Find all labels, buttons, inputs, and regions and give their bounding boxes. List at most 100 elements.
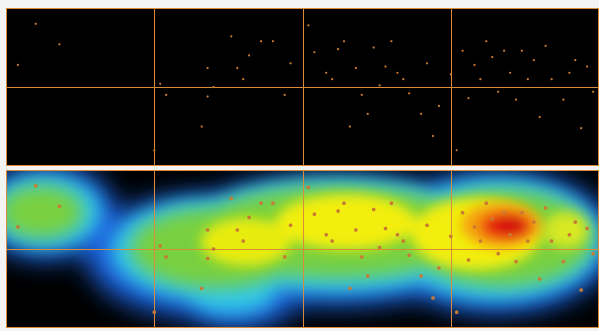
point-marker: [165, 93, 168, 96]
point-marker: [57, 204, 62, 209]
point-marker: [158, 244, 162, 248]
point-marker: [313, 51, 316, 54]
point-marker: [550, 78, 553, 81]
point-marker: [271, 40, 274, 43]
point-marker: [508, 233, 512, 237]
point-marker: [509, 71, 512, 74]
point-marker: [372, 46, 375, 49]
point-marker: [502, 210, 506, 215]
point-marker: [473, 63, 476, 66]
point-marker: [33, 184, 38, 188]
point-marker: [460, 210, 465, 215]
point-marker: [561, 259, 566, 264]
point-marker: [396, 71, 399, 74]
point-marker: [366, 112, 369, 115]
point-marker: [283, 93, 286, 96]
point-marker: [449, 73, 452, 76]
point-marker: [242, 78, 245, 81]
heatmap-panel: [6, 170, 599, 328]
point-marker: [562, 98, 565, 101]
point-marker: [206, 66, 209, 70]
point-marker: [354, 228, 358, 232]
point-marker: [449, 234, 453, 239]
point-marker: [544, 44, 547, 48]
point-marker: [282, 255, 287, 259]
point-marker: [485, 40, 488, 43]
point-marker: [152, 310, 157, 314]
point-marker: [383, 226, 388, 231]
point-marker: [348, 286, 352, 291]
panel-divider: [0, 166, 599, 170]
point-marker: [211, 247, 216, 251]
point-marker: [389, 201, 394, 205]
grid-lines: [6, 8, 599, 166]
point-marker: [212, 85, 215, 89]
point-marker: [461, 49, 464, 52]
point-marker: [585, 226, 589, 231]
point-marker: [312, 212, 317, 216]
point-marker: [496, 251, 501, 256]
point-marker: [206, 95, 209, 98]
point-marker: [568, 71, 571, 74]
point-marker: [425, 62, 429, 65]
point-marker: [497, 90, 500, 93]
point-marker: [419, 274, 423, 278]
point-marker: [205, 228, 210, 232]
point-map-panel: [6, 8, 599, 166]
point-marker: [324, 233, 329, 237]
point-marker: [402, 78, 405, 81]
point-marker: [289, 62, 292, 65]
point-marker: [164, 255, 168, 259]
point-marker: [543, 206, 548, 210]
point-marker: [484, 201, 489, 205]
point-marker: [454, 310, 459, 314]
point-marker: [580, 127, 583, 130]
point-marker: [259, 201, 263, 205]
point-marker: [365, 274, 370, 278]
point-marker: [378, 84, 381, 87]
point-marker: [520, 210, 524, 215]
point-marker: [437, 266, 441, 270]
point-marker: [337, 48, 340, 51]
point-marker: [342, 40, 346, 43]
point-marker: [467, 97, 470, 100]
point-marker: [360, 255, 364, 259]
point-marker: [537, 277, 542, 281]
point-marker: [16, 225, 20, 229]
point-marker: [573, 220, 578, 224]
point-marker: [325, 71, 328, 74]
point-markers: [16, 184, 595, 314]
point-marker: [205, 256, 210, 261]
point-marker: [159, 82, 162, 85]
heatmap-canvas: [6, 170, 599, 328]
point-marker: [330, 239, 335, 243]
point-marker: [200, 125, 203, 128]
point-marker: [532, 220, 536, 224]
point-marker: [437, 104, 440, 108]
point-marker: [549, 239, 554, 243]
point-marker: [490, 217, 495, 221]
point-marker: [58, 43, 61, 46]
point-markers: [16, 22, 595, 152]
point-marker: [306, 185, 311, 190]
point-marker: [567, 233, 572, 237]
point-marker: [466, 258, 471, 262]
point-marker: [199, 286, 204, 291]
point-marker: [526, 239, 530, 243]
point-marker: [526, 78, 529, 81]
point-marker: [384, 65, 387, 68]
point-marker: [348, 125, 351, 128]
point-marker: [390, 40, 393, 43]
point-marker: [401, 239, 406, 243]
point-marker: [236, 66, 239, 70]
point-marker: [514, 259, 518, 264]
point-marker: [288, 223, 293, 228]
point-marker: [592, 90, 595, 93]
point-marker: [377, 245, 382, 250]
point-marker: [271, 201, 275, 205]
point-map-canvas: [6, 8, 599, 166]
point-marker: [478, 239, 483, 243]
point-marker: [153, 149, 156, 152]
point-marker: [360, 93, 363, 96]
point-marker: [407, 253, 412, 258]
